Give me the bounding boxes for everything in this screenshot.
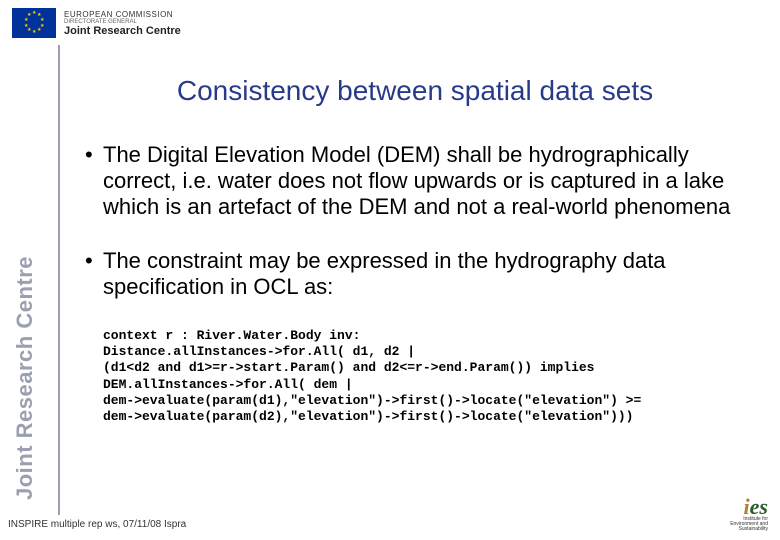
ies-logo-text: ies	[730, 497, 768, 517]
bullet-text: The constraint may be expressed in the h…	[103, 248, 755, 300]
slide-content: Consistency between spatial data sets • …	[75, 75, 755, 425]
slide-title: Consistency between spatial data sets	[75, 75, 755, 107]
header-line1: EUROPEAN COMMISSION	[64, 10, 181, 19]
bullet-item: • The constraint may be expressed in the…	[75, 248, 755, 300]
bullet-dot-icon: •	[85, 142, 103, 220]
footer-text: INSPIRE multiple rep ws, 07/11/08 Ispra	[4, 517, 190, 532]
header-text: EUROPEAN COMMISSION DIRECTORATE GENERAL …	[64, 10, 181, 37]
ies-sub3: Sustainability	[730, 527, 768, 532]
bullet-text: The Digital Elevation Model (DEM) shall …	[103, 142, 755, 220]
header: ★ ★ ★ ★ ★ ★ ★ ★ ★ ★ EUROPEAN COMMISSION …	[12, 8, 181, 38]
eu-flag-icon: ★ ★ ★ ★ ★ ★ ★ ★ ★ ★	[12, 8, 56, 38]
sidebar-label: Joint Research Centre	[12, 40, 38, 500]
ies-logo: ies Institute for Environment and Sustai…	[730, 497, 768, 532]
bullet-item: • The Digital Elevation Model (DEM) shal…	[75, 142, 755, 220]
vertical-divider	[58, 45, 60, 515]
bullet-dot-icon: •	[85, 248, 103, 300]
header-line3: Joint Research Centre	[64, 25, 181, 37]
ocl-code-block: context r : River.Water.Body inv: Distan…	[75, 328, 755, 426]
